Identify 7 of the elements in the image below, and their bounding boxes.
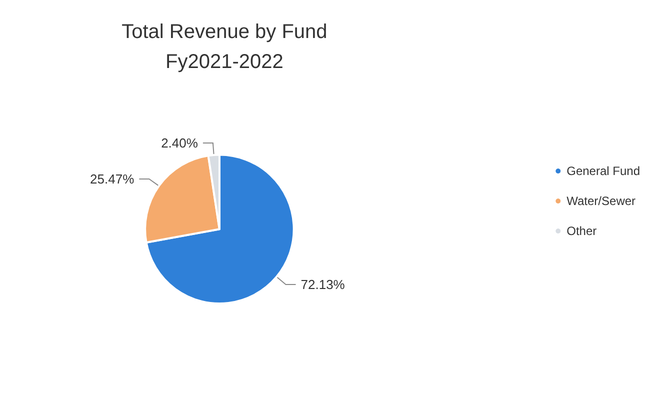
chart-title: Total Revenue by Fund Fy2021-2022 bbox=[122, 21, 328, 73]
data-label: 72.13% bbox=[300, 276, 346, 292]
legend-label: Water/Sewer bbox=[566, 194, 636, 208]
data-label: 25.47% bbox=[90, 171, 135, 186]
legend-label: General Fund bbox=[566, 164, 640, 178]
legend-label: Other bbox=[566, 224, 597, 238]
data-label: 2.40% bbox=[161, 136, 198, 151]
